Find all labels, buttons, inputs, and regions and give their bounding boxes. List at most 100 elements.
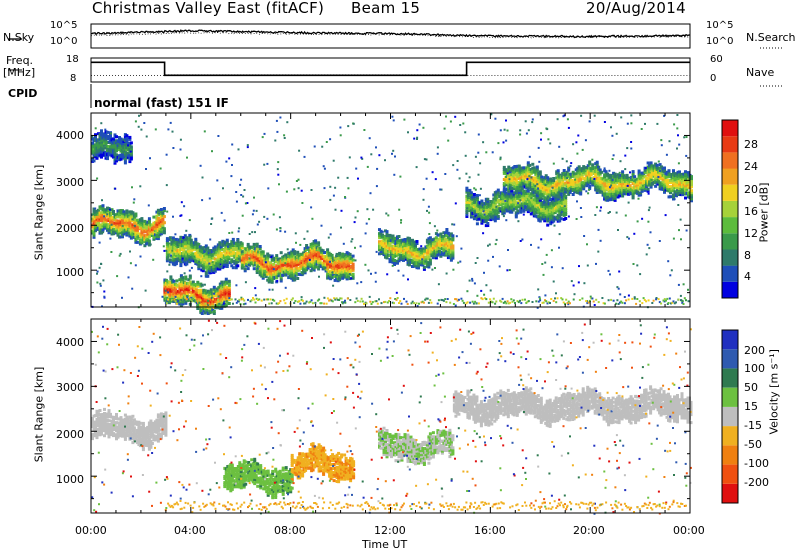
- power-cell: [559, 213, 563, 217]
- power-cell: [564, 200, 568, 204]
- power-cell: [179, 235, 183, 239]
- power-cell: [98, 266, 101, 269]
- power-cell: [631, 170, 635, 174]
- power-cell: [318, 258, 322, 262]
- power-cell: [613, 198, 617, 202]
- power-cell: [201, 176, 204, 179]
- power-cell: [286, 248, 289, 251]
- power-cell: [654, 184, 658, 188]
- noise-panel: [8, 23, 784, 49]
- power-cell: [231, 164, 233, 166]
- power-cell: [521, 238, 524, 241]
- power-cell: [329, 185, 332, 188]
- power-cell: [684, 170, 687, 174]
- power-cell: [125, 225, 129, 229]
- power-cell: [225, 265, 229, 268]
- power-cell: [562, 169, 566, 172]
- power-cell: [532, 208, 536, 212]
- power-cell: [372, 208, 375, 211]
- power-cell: [663, 166, 666, 170]
- power-cell: [607, 269, 610, 272]
- power-cell: [528, 163, 532, 167]
- power-cell: [290, 270, 294, 274]
- power-cell: [388, 260, 392, 264]
- power-cell: [468, 207, 472, 211]
- power-cell: [445, 228, 449, 231]
- power-cell: [169, 121, 172, 124]
- power-cell: [266, 260, 270, 264]
- power-cell: [552, 179, 556, 182]
- power-cell: [636, 189, 640, 193]
- power-cell: [122, 210, 126, 214]
- power-cell: [342, 261, 346, 265]
- power-cell: [553, 186, 557, 190]
- power-cell: [352, 122, 355, 125]
- power-cell: [159, 167, 162, 170]
- power-cell: [147, 235, 151, 239]
- power-cell: [496, 216, 500, 220]
- power-cell: [378, 240, 381, 244]
- power-cell: [251, 213, 254, 216]
- nave-series: [91, 74, 690, 76]
- power-cell: [218, 267, 222, 271]
- power-cell: [126, 214, 130, 218]
- power-cell: [266, 162, 269, 165]
- power-cell: [140, 217, 144, 221]
- power-cell: [677, 162, 680, 165]
- power-cell: [211, 304, 215, 308]
- power-cell: [106, 134, 109, 138]
- power-cell: [690, 179, 693, 183]
- power-cell: [107, 207, 111, 210]
- power-cell: [528, 180, 532, 184]
- power-cell: [603, 121, 606, 123]
- power-cell: [564, 211, 568, 214]
- power-cell: [564, 202, 568, 206]
- power-cell: [218, 249, 222, 253]
- power-cell: [568, 176, 572, 180]
- power-cell: [517, 174, 521, 178]
- power-cell: [98, 207, 102, 211]
- power-cell: [318, 275, 320, 278]
- power-cell: [469, 213, 473, 217]
- power-cell: [155, 232, 159, 236]
- power-cell: [522, 207, 526, 211]
- power-cell: [188, 235, 192, 239]
- power-cell: [510, 189, 514, 193]
- power-cell: [396, 261, 399, 265]
- power-cell: [255, 246, 259, 250]
- power-cell: [663, 300, 666, 303]
- power-cell: [568, 190, 572, 194]
- power-cell: [507, 167, 511, 171]
- power-cell: [185, 236, 189, 240]
- power-cell: [248, 251, 252, 255]
- power-cell: [556, 193, 560, 197]
- power-cell: [95, 156, 99, 160]
- power-cell: [403, 246, 407, 250]
- power-cell: [106, 226, 109, 230]
- power-cell: [588, 184, 592, 188]
- power-cell: [474, 212, 478, 216]
- power-cell: [348, 156, 351, 159]
- power-cell: [213, 257, 217, 261]
- power-cell: [652, 172, 656, 176]
- power-cell: [558, 219, 562, 223]
- power-cell: [199, 164, 202, 167]
- power-cell: [283, 134, 286, 137]
- power-cell: [537, 146, 540, 149]
- power-cell: [147, 204, 150, 207]
- power-cell: [225, 263, 229, 266]
- power-cell: [266, 256, 270, 260]
- power-cell: [129, 155, 133, 159]
- power-cell: [125, 156, 129, 160]
- power-cell: [347, 125, 350, 128]
- power-cell: [669, 181, 672, 185]
- power-cell: [141, 226, 145, 230]
- power-cell: [200, 275, 203, 278]
- power-cell: [439, 232, 443, 236]
- power-cell: [402, 258, 405, 262]
- power-cell: [519, 210, 523, 214]
- power-cell: [451, 246, 455, 250]
- power-cell: [91, 157, 94, 161]
- power-cell: [231, 244, 235, 247]
- power-cell: [156, 231, 160, 234]
